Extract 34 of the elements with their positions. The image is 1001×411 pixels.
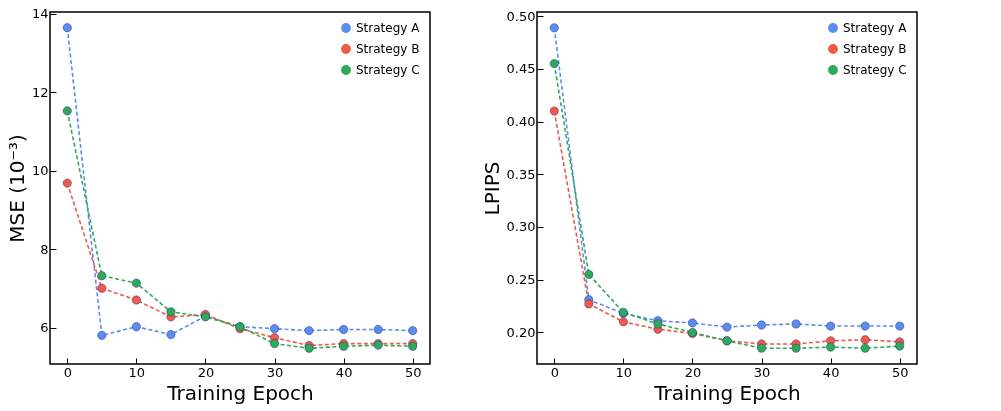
y-tick-label: 10 bbox=[31, 163, 49, 179]
y-axis-title: MSE (10⁻³) bbox=[4, 134, 29, 243]
x-axis-title: Training Epoch bbox=[653, 380, 801, 405]
x-axis-title: Training Epoch bbox=[166, 380, 314, 405]
x-tick-label: 10 bbox=[128, 364, 146, 380]
y-tick-label: 12 bbox=[31, 84, 49, 100]
x-tick-label: 50 bbox=[404, 364, 422, 380]
y-tick-label: 0.35 bbox=[506, 166, 536, 182]
y-axis-title: LPIPS bbox=[479, 161, 504, 216]
y-tick-label: 0.50 bbox=[506, 8, 536, 24]
y-tick-label: 14 bbox=[31, 6, 49, 22]
y-tick-label: 0.25 bbox=[506, 272, 536, 288]
x-tick-label: 30 bbox=[753, 364, 771, 380]
x-tick-label: 0 bbox=[63, 364, 72, 380]
legend-label: Strategy B bbox=[356, 42, 420, 56]
y-tick-label: 0.45 bbox=[506, 61, 536, 77]
x-tick-label: 30 bbox=[266, 364, 284, 380]
y-tick-label: 0.30 bbox=[506, 219, 536, 235]
y-tick-label: 8 bbox=[40, 241, 49, 257]
y-tick-label: 0.20 bbox=[506, 324, 536, 340]
legend-label: Strategy A bbox=[843, 21, 908, 35]
x-tick-label: 40 bbox=[335, 364, 353, 380]
legend-label: Strategy C bbox=[843, 63, 907, 77]
x-tick-label: 10 bbox=[615, 364, 633, 380]
legend-label: Strategy B bbox=[843, 42, 907, 56]
x-tick-label: 20 bbox=[684, 364, 702, 380]
legend-label: Strategy A bbox=[356, 21, 421, 35]
x-tick-label: 20 bbox=[197, 364, 215, 380]
x-tick-label: 0 bbox=[550, 364, 559, 380]
y-tick-label: 0.40 bbox=[506, 114, 536, 130]
x-tick-label: 40 bbox=[822, 364, 840, 380]
legend-label: Strategy C bbox=[356, 63, 420, 77]
x-tick-label: 50 bbox=[891, 364, 909, 380]
y-tick-label: 6 bbox=[40, 320, 49, 336]
